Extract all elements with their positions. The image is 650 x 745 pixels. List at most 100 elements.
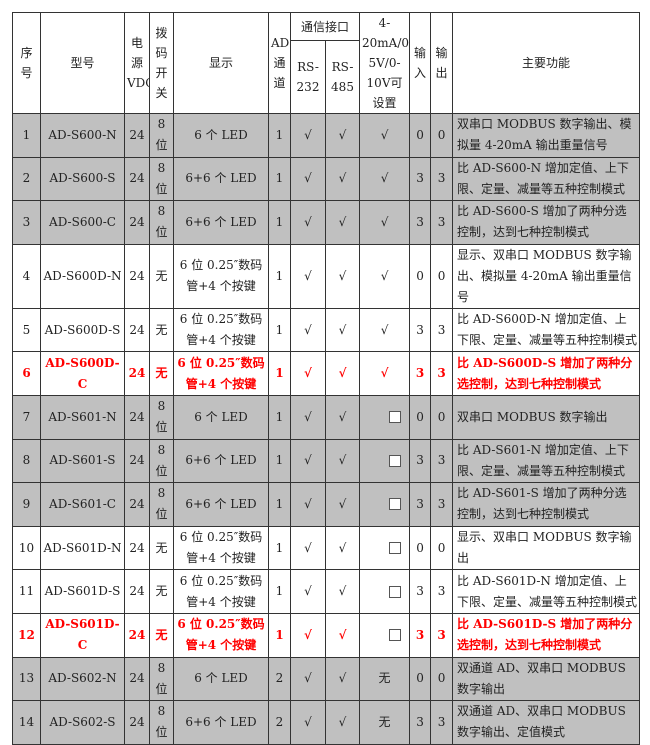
cell-function: 显示、双串口 MODBUS 数字输出 [452, 525, 641, 571]
cell-power: 24 [124, 394, 150, 440]
cell-power: 24 [124, 482, 150, 527]
cell-display: 6 位 0.25″数码管+4 个按键 [173, 525, 269, 571]
cell-rs232: √ [290, 113, 326, 158]
cell-rs232: √ [290, 656, 326, 702]
cell-model: AD-S600-N [40, 113, 125, 158]
cell-function: 比 AD-S600-N 增加定值、上下限、定量、减量等五种控制模式 [452, 156, 641, 202]
cell-rs232: √ [290, 394, 326, 440]
cell-model: AD-S601-S [40, 438, 125, 484]
cell-function: 比 AD-S601D-N 增加定值、上下限、定量、减量等五种控制模式 [452, 569, 641, 614]
cell-rs485: √ [324, 438, 361, 484]
cell-rs232: √ [290, 438, 326, 484]
header-model: 型号 [40, 12, 125, 114]
cell-power: 24 [124, 438, 150, 484]
table-row: 11 AD-S601D-S 24 无 6 位 0.25″数码管+4 个按键 1 √ √ 3 3 比 … [12, 569, 641, 614]
cell-function: 双通道 AD、双串口 MODBUS 数字输出 [452, 656, 641, 702]
cell-analog [359, 394, 411, 440]
cell-analog: √ [359, 351, 411, 396]
table-row: 5 AD-S600D-S 24 无 6 位 0.25″数码管+4 个按键 1 √ √ √ 3 3 比 … [12, 307, 641, 353]
cell-dip: 无 [149, 612, 174, 658]
check-icon: √ [338, 496, 347, 511]
table-row: 2 AD-S600-S 24 8位 6+6 个 LED 1 √ √ √ 3 3 比 AD-S600-N… [12, 156, 641, 202]
table-row: 7 AD-S601-N 24 8位 6 个 LED 1 √ √ 0 0 双串口 MODBUS 数字输… [12, 394, 641, 440]
header-output: 输出 [430, 12, 454, 114]
cell-output: 3 [430, 612, 454, 658]
cell-rs232: √ [290, 612, 326, 658]
cell-analog: √ [359, 200, 411, 245]
cell-rs485: √ [324, 394, 361, 440]
check-icon: √ [338, 171, 347, 186]
check-icon: √ [338, 540, 347, 555]
cell-ad: 1 [268, 200, 291, 245]
cell-dip: 无 [149, 525, 174, 571]
cell-no: 13 [12, 656, 41, 702]
cell-display: 6+6 个 LED [173, 156, 269, 202]
cell-no: 14 [12, 700, 41, 745]
cell-ad: 1 [268, 243, 291, 309]
table-row: 10 AD-S601D-N 24 无 6 位 0.25″数码管+4 个按键 1 √ √ 0 0 显示… [12, 525, 641, 571]
cell-display: 6+6 个 LED [173, 200, 269, 245]
cell-output: 3 [430, 351, 454, 396]
cell-power: 24 [124, 656, 150, 702]
cell-no: 1 [12, 113, 41, 158]
check-icon: √ [304, 409, 312, 424]
check-icon: √ [304, 584, 312, 599]
cell-rs485: √ [324, 612, 361, 658]
cell-dip: 8位 [149, 438, 174, 484]
check-icon: √ [304, 366, 312, 381]
cell-model: AD-S601-N [40, 394, 125, 440]
cell-display: 6+6 个 LED [173, 438, 269, 484]
cell-function: 比 AD-S601-N 增加定值、上下限、定量、减量等五种控制模式 [452, 438, 641, 484]
cell-power: 24 [124, 307, 150, 353]
cell-input: 3 [409, 700, 432, 745]
cell-display: 6 位 0.25″数码管+4 个按键 [173, 351, 269, 396]
table-row: 9 AD-S601-C 24 8位 6+6 个 LED 1 √ √ 3 3 比 AD-S601-S … [12, 482, 641, 527]
cell-no: 3 [12, 200, 41, 245]
cell-analog: √ [359, 113, 411, 158]
cell-rs232: √ [290, 351, 326, 396]
cell-output: 3 [430, 569, 454, 614]
cell-no: 6 [12, 351, 41, 396]
header-power: 电源VDC [124, 12, 150, 114]
header-input: 输入 [409, 12, 432, 114]
table-row: 4 AD-S600D-N 24 无 6 位 0.25″数码管+4 个按键 1 √ √ √ 0 0 显示… [12, 243, 641, 309]
cell-rs485: √ [324, 700, 361, 745]
cell-input: 0 [409, 525, 432, 571]
cell-analog: 无 [359, 656, 411, 702]
cell-power: 24 [124, 156, 150, 202]
cell-output: 3 [430, 200, 454, 245]
cell-model: AD-S600D-N [40, 243, 125, 309]
cell-model: AD-S601D-S [40, 569, 125, 614]
cell-input: 3 [409, 351, 432, 396]
check-icon: √ [380, 214, 389, 229]
cell-no: 10 [12, 525, 41, 571]
cell-ad: 1 [268, 156, 291, 202]
cell-dip: 8位 [149, 394, 174, 440]
cell-no: 9 [12, 482, 41, 527]
cell-power: 24 [124, 525, 150, 571]
header-comm: 通信接口 [289, 11, 361, 42]
cell-analog: √ [359, 243, 411, 309]
check-icon: √ [338, 268, 347, 283]
check-icon: √ [338, 671, 347, 686]
header-function: 主要功能 [452, 12, 641, 114]
cell-rs232: √ [290, 156, 326, 202]
cell-rs232: √ [290, 482, 326, 527]
table-row: 12 AD-S601D-C 24 无 6 位 0.25″数码管+4 个按键 1 √ √ 3 3 比 … [12, 612, 641, 658]
cell-ad: 1 [268, 569, 291, 614]
cell-output: 0 [430, 394, 454, 440]
cell-display: 6+6 个 LED [173, 700, 269, 745]
cell-ad: 1 [268, 438, 291, 484]
cell-input: 3 [409, 200, 432, 245]
cell-function: 比 AD-S600-S 增加了两种分选控制，达到七种控制模式 [452, 200, 641, 245]
table-row: 6 AD-S600D-C 24 无 6 位 0.25″数码管+4 个按键 1 √ √ √ 3 3 比 … [12, 351, 641, 396]
check-icon: √ [338, 214, 347, 229]
header-analog: 4-20mA/0-5V/0-10V可设置 [359, 12, 411, 114]
cell-function: 比 AD-S601D-S 增加了两种分选控制，达到七种控制模式 [452, 612, 641, 658]
cell-analog: √ [359, 156, 411, 202]
cell-rs485: √ [324, 156, 361, 202]
empty-box-icon [389, 498, 402, 511]
check-icon: √ [338, 322, 347, 337]
cell-rs232: √ [290, 200, 326, 245]
check-icon: √ [380, 127, 389, 142]
